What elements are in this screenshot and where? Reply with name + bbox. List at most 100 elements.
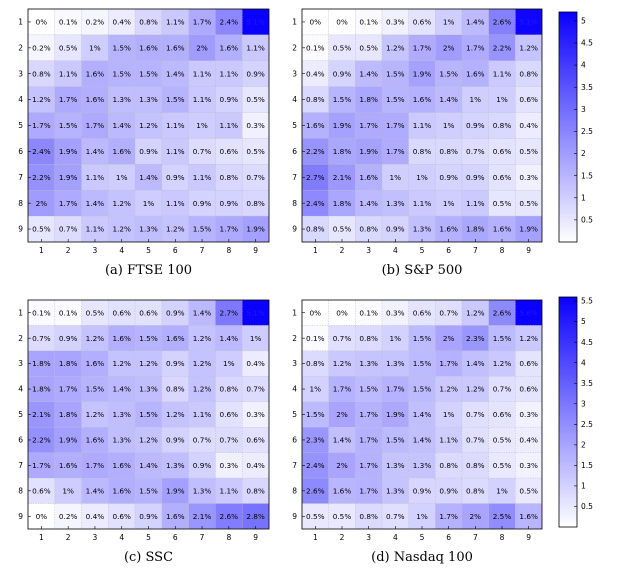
heatmap-cell [188, 112, 216, 139]
heatmap-cell [515, 503, 543, 530]
heatmap-cell [301, 426, 329, 453]
heatmap-cell [381, 350, 409, 377]
cell-value-label: 1.4% [439, 95, 458, 104]
cell-value-label: 1.3% [413, 461, 432, 470]
cell-value-label: 1.2% [112, 225, 131, 234]
heatmap-cell [515, 325, 543, 352]
cell-value-label: 1.8% [359, 95, 378, 104]
cell-value-label: 1.7% [359, 121, 378, 130]
heatmap-cell [461, 325, 489, 352]
cell-value-label: 1.9% [166, 486, 185, 495]
heatmap-cell [241, 426, 270, 453]
heatmap-cell [27, 350, 56, 377]
cell-value-label: 1.6% [166, 512, 185, 521]
cell-value-label: 1.6% [493, 225, 512, 234]
colorbar-tick-label: 0.5 [581, 215, 593, 224]
cell-value-label: 1.2% [32, 95, 51, 104]
heatmap-cell [27, 86, 56, 113]
heatmap-cell [215, 426, 243, 453]
cell-value-label: 1.2% [493, 359, 512, 368]
cell-value-label: 0.5% [306, 512, 325, 521]
cell-value-label: 1.6% [112, 486, 131, 495]
y-tick-label: 7 [292, 173, 297, 182]
heatmap-cell [515, 86, 543, 113]
cell-value-label: 1.3% [193, 486, 212, 495]
heatmap-cell [241, 138, 270, 165]
heatmap-cell [408, 452, 436, 479]
x-tick-label: 1 [39, 533, 44, 542]
x-tick-label: 7 [473, 246, 478, 255]
x-tick-label: 4 [393, 533, 398, 542]
cell-value-label: 1.4% [413, 436, 432, 445]
heatmap-cell [27, 112, 56, 139]
x-tick-label: 5 [420, 246, 425, 255]
heatmap-cell [188, 34, 216, 62]
cell-value-label: 0.8% [220, 385, 239, 394]
heatmap-cell [241, 350, 270, 377]
heatmap-cell [215, 350, 243, 377]
cell-value-label: 1.3% [112, 410, 131, 419]
cell-value-label: 0.7% [333, 334, 352, 343]
heatmap-cell [161, 138, 189, 165]
heatmap-cell [355, 138, 383, 165]
colorbar-tick-label: 1.5 [581, 461, 593, 470]
cell-value-label: 1.1% [493, 69, 512, 78]
cell-value-label: 0.9% [166, 359, 185, 368]
heatmap-cell [161, 60, 189, 87]
heatmap-cell [134, 34, 163, 62]
cell-value-label: 1.2% [139, 121, 158, 130]
heatmap-cell [215, 164, 243, 191]
cell-value-label: 2% [336, 461, 348, 470]
cell-value-label: 1.5% [306, 410, 325, 419]
cell-value-label: 2.2% [306, 147, 325, 156]
cell-value-label: 0.8% [166, 385, 185, 394]
heatmap-cell [188, 503, 216, 530]
heatmap-cell [215, 452, 243, 479]
cell-value-label: 0.3% [246, 410, 265, 419]
cell-value-label: 2.6% [220, 512, 239, 521]
heatmap-cell [134, 325, 163, 352]
heatmap-cell [54, 350, 82, 377]
heatmap-cell [488, 477, 516, 504]
cell-value-label: 1.6% [466, 69, 485, 78]
cell-value-label: 2.5% [493, 512, 512, 521]
y-tick-label: 7 [292, 461, 297, 470]
cell-value-label: 1.2% [112, 199, 131, 208]
cell-value-label: 0.4% [306, 69, 325, 78]
cell-value-label: 0.7% [466, 147, 485, 156]
cell-value-label: 0.8% [493, 121, 512, 130]
cell-value-label: 1.9% [246, 225, 265, 234]
heatmap-cell [461, 452, 489, 479]
heatmap-cell [81, 34, 109, 62]
heatmap-cell [381, 60, 409, 87]
heatmap-cell [241, 189, 270, 217]
heatmap-cell [161, 164, 189, 191]
cell-value-label: 1% [470, 95, 482, 104]
x-tick-label: 2 [340, 246, 345, 255]
x-tick-label: 6 [173, 533, 178, 542]
y-tick-label: 8 [18, 199, 23, 208]
cell-value-label: 0.8% [359, 225, 378, 234]
heatmap-cell [328, 452, 356, 479]
cell-value-label: 0% [36, 18, 48, 27]
cell-value-label: 1.1% [466, 199, 485, 208]
cell-value-label: 0.9% [139, 512, 158, 521]
cell-value-label: 0.5% [493, 199, 512, 208]
cell-value-label: 0.9% [59, 334, 78, 343]
heatmap-cell [134, 477, 163, 504]
colorbar-tick-label: 3 [581, 399, 586, 408]
cell-value-label: 5.6% [519, 308, 538, 317]
cell-value-label: 1.7% [386, 121, 405, 130]
cell-value-label: 1.7% [59, 95, 78, 104]
heatmap-cell [408, 138, 436, 165]
x-tick-label: 1 [313, 246, 318, 255]
heatmap-cell [328, 503, 356, 530]
y-tick-label: 5 [18, 410, 23, 419]
cell-value-label: 5.1% [246, 18, 265, 27]
heatmap-cell [381, 325, 409, 352]
cell-value-label: 0.6% [112, 512, 131, 521]
y-tick-label: 6 [18, 436, 23, 445]
heatmap-cell [241, 477, 270, 504]
cell-value-label: 0.1% [59, 18, 78, 27]
